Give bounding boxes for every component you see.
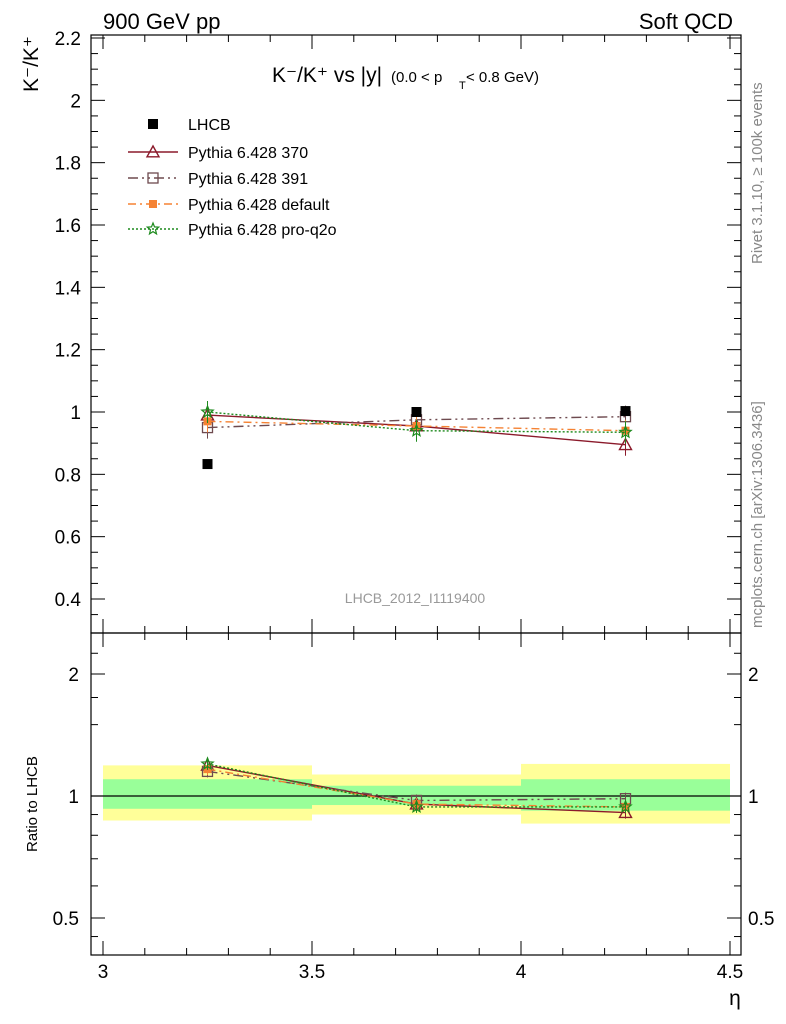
legend: LHCB Pythia 6.428 370 Pythia 6.428 391 Pyth… bbox=[128, 117, 337, 239]
ratio-point-proq2o bbox=[409, 799, 424, 814]
legend-marker-p391 bbox=[147, 172, 159, 184]
x-axis-label: η bbox=[729, 987, 741, 1010]
main-panel: 0.4 0.6 0.8 1 1.2 1.4 1.6 1.8 2 2.2 bbox=[55, 29, 742, 634]
ratio-panel: 0.5 0.5 1 1 2 2 3 3.5 4 4.5 bbox=[53, 632, 774, 983]
point-lhcb bbox=[411, 407, 422, 417]
x-tick-label: 3.5 bbox=[299, 962, 325, 983]
y-tick-label: 2 bbox=[70, 91, 81, 112]
x-tick-label: 4 bbox=[516, 962, 527, 983]
uncertainty-band-inner bbox=[103, 779, 312, 809]
ratio-ylabel: Ratio to LHCB bbox=[24, 756, 41, 852]
header-left: 900 GeV pp bbox=[103, 9, 220, 34]
point-proq2o bbox=[409, 423, 424, 437]
point-p370 bbox=[618, 437, 633, 451]
x-tick-label: 4.5 bbox=[717, 962, 743, 983]
watermark-label: LHCB_2012_I1119400 bbox=[345, 590, 486, 606]
title-main: K⁻/K⁺ vs |y| bbox=[272, 64, 382, 87]
point-lhcb bbox=[202, 459, 213, 470]
point-proq2o bbox=[618, 424, 633, 439]
title-range: (0.0 < p bbox=[391, 69, 442, 86]
point-lhcb bbox=[620, 406, 631, 417]
y-tick-label: 1.6 bbox=[55, 216, 81, 237]
ratio-y-tick-label-right: 0.5 bbox=[748, 909, 774, 930]
ratio-y-tick-label: 0.5 bbox=[53, 909, 79, 930]
ratio-y-tick-label: 1 bbox=[68, 787, 79, 808]
y-tick-label: 1.8 bbox=[55, 154, 81, 175]
legend-label-lhcb: LHCB bbox=[188, 117, 231, 134]
y-tick-label: 2.2 bbox=[55, 29, 81, 50]
ratio-y-tick-label-right: 2 bbox=[748, 665, 759, 686]
legend-label-p370: Pythia 6.428 370 bbox=[188, 145, 308, 162]
main-title: K⁻/K⁺ vs |y| (0.0 < p T < 0.8 GeV) bbox=[272, 64, 539, 92]
x-tick-label: 3 bbox=[98, 962, 109, 983]
legend-marker-default bbox=[149, 200, 157, 208]
legend-label-default: Pythia 6.428 default bbox=[188, 197, 330, 214]
legend-label-proq2o: Pythia 6.428 pro-q2o bbox=[188, 222, 337, 239]
point-proq2o bbox=[200, 404, 215, 419]
mcplots-label: mcplots.cern.ch [arXiv:1306.3436] bbox=[749, 401, 766, 628]
ratio-frame bbox=[90, 632, 742, 956]
legend-marker-lhcb bbox=[148, 119, 158, 129]
y-tick-label: 1.4 bbox=[55, 278, 82, 299]
y-tick-label: 1.2 bbox=[55, 341, 81, 362]
legend-label-p391: Pythia 6.428 391 bbox=[188, 171, 308, 188]
ratio-y-tick-label-right: 1 bbox=[748, 787, 759, 808]
y-tick-label: 1 bbox=[70, 403, 81, 424]
y-tick-label: 0.4 bbox=[55, 590, 82, 611]
y-tick-label: 0.6 bbox=[55, 528, 81, 549]
ratio-y-tick-label: 2 bbox=[68, 665, 79, 686]
y-tick-label: 0.8 bbox=[55, 465, 81, 486]
legend-marker-p370 bbox=[145, 144, 161, 158]
ratio-point-proq2o bbox=[200, 756, 215, 771]
header-right: Soft QCD bbox=[639, 9, 733, 34]
ratio-point-proq2o bbox=[618, 799, 633, 814]
main-ylabel: K⁻/K⁺ bbox=[20, 36, 43, 92]
rivet-label: Rivet 3.1.10, ≥ 100k events bbox=[749, 82, 766, 264]
title-end: < 0.8 GeV) bbox=[466, 69, 539, 86]
series-line-default bbox=[207, 420, 626, 432]
title-sub: T bbox=[459, 80, 466, 92]
legend-marker-proq2o bbox=[145, 221, 161, 236]
